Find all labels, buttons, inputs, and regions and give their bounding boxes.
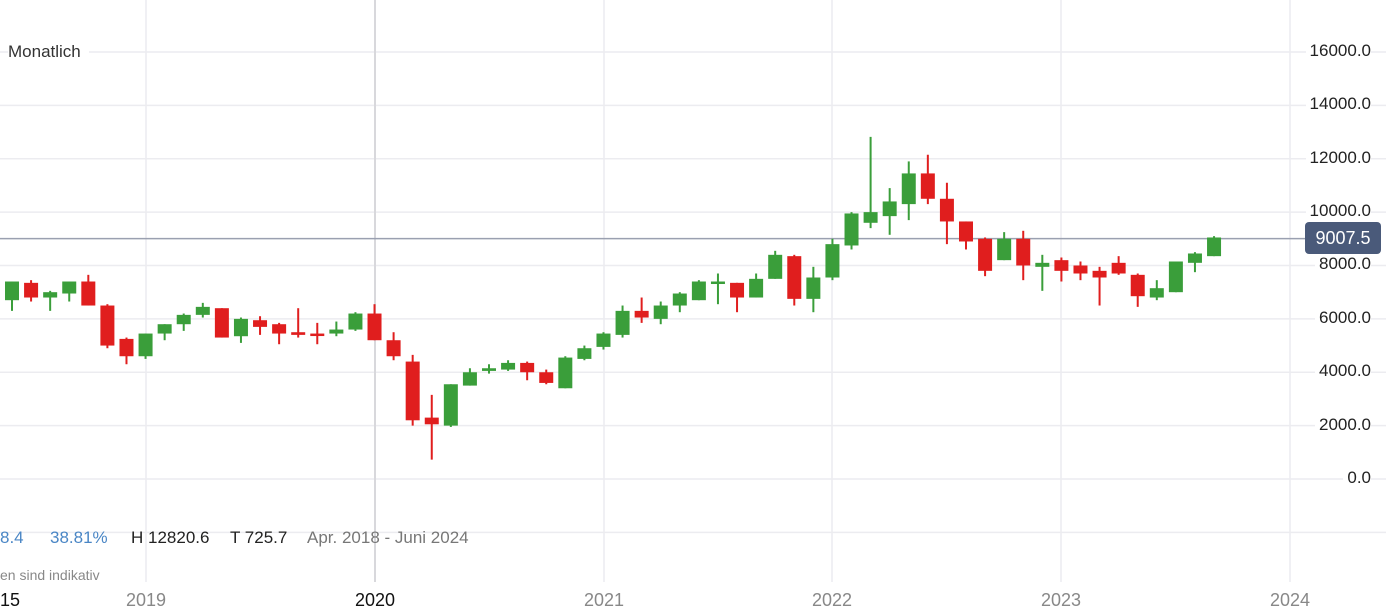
x-tick-label: 2020 bbox=[354, 590, 396, 610]
candle bbox=[978, 238, 993, 271]
candle bbox=[1168, 261, 1183, 293]
candle bbox=[329, 329, 344, 334]
candle bbox=[348, 313, 363, 330]
candle bbox=[310, 333, 325, 337]
candle bbox=[749, 278, 764, 298]
x-tick-label: 2024 bbox=[1269, 590, 1311, 610]
candle bbox=[787, 256, 802, 299]
candle bbox=[920, 173, 935, 199]
candle bbox=[367, 313, 382, 341]
candle bbox=[214, 308, 229, 338]
candle bbox=[901, 173, 916, 205]
candle bbox=[119, 338, 134, 357]
candle bbox=[62, 281, 77, 294]
candle bbox=[1054, 260, 1069, 271]
candle bbox=[768, 254, 783, 279]
y-tick-label: 14000.0 bbox=[1305, 94, 1371, 115]
candle bbox=[24, 282, 39, 298]
candle bbox=[386, 340, 401, 357]
x-tick-label: 2023 bbox=[1040, 590, 1082, 610]
candle bbox=[1111, 262, 1126, 274]
candle bbox=[939, 198, 954, 222]
candle bbox=[577, 348, 592, 359]
candle bbox=[806, 277, 821, 299]
candle bbox=[691, 281, 706, 301]
change-percent: 38.81% bbox=[50, 528, 108, 547]
candle bbox=[997, 238, 1012, 261]
date-range: Apr. 2018 - Juni 2024 bbox=[307, 528, 469, 547]
candle bbox=[253, 320, 268, 327]
high-value: H 12820.6 bbox=[131, 528, 210, 547]
y-tick-label: 2000.0 bbox=[1315, 414, 1371, 435]
candle bbox=[653, 305, 668, 319]
y-tick-label: 6000.0 bbox=[1315, 307, 1371, 328]
candle bbox=[1207, 237, 1222, 257]
grid-lines bbox=[0, 0, 1386, 582]
y-tick-label: 0.0 bbox=[1343, 468, 1371, 488]
candle bbox=[558, 357, 573, 389]
candle bbox=[233, 318, 248, 337]
candle bbox=[5, 281, 19, 301]
candle bbox=[959, 221, 973, 242]
candle bbox=[539, 372, 554, 383]
change-absolute: 8.4 bbox=[0, 528, 24, 547]
x-tick-label: 15 bbox=[0, 590, 21, 610]
candle bbox=[520, 362, 535, 373]
candle bbox=[100, 305, 115, 346]
candle bbox=[596, 333, 611, 347]
candle bbox=[863, 212, 878, 223]
x-tick-label: 2019 bbox=[125, 590, 167, 610]
low-value: T 725.7 bbox=[230, 528, 288, 547]
y-tick-label: 12000.0 bbox=[1305, 147, 1371, 168]
candle bbox=[882, 201, 897, 217]
candles bbox=[5, 136, 1222, 460]
candle bbox=[634, 310, 649, 318]
x-tick-label: 2021 bbox=[583, 590, 625, 610]
candle bbox=[157, 324, 172, 334]
candle bbox=[501, 362, 516, 370]
y-tick-label: 4000.0 bbox=[1315, 361, 1371, 382]
interval-label[interactable]: Monatlich bbox=[8, 42, 89, 62]
disclaimer-text: en sind indikativ bbox=[0, 567, 100, 583]
candle bbox=[730, 282, 745, 298]
candle bbox=[1130, 274, 1145, 297]
candle bbox=[482, 368, 496, 371]
candle bbox=[1149, 288, 1164, 298]
candle bbox=[291, 332, 306, 335]
y-tick-label: 16000.0 bbox=[1305, 40, 1371, 61]
candle bbox=[1092, 270, 1107, 278]
x-tick-label: 2022 bbox=[811, 590, 853, 610]
candle bbox=[195, 306, 210, 315]
y-tick-label: 10000.0 bbox=[1305, 201, 1371, 222]
candle bbox=[176, 314, 191, 325]
candle bbox=[443, 384, 458, 426]
candle bbox=[43, 292, 58, 298]
candle bbox=[1016, 238, 1031, 266]
candle bbox=[1187, 253, 1202, 263]
candle bbox=[81, 281, 96, 306]
candle bbox=[825, 244, 840, 278]
candle bbox=[462, 372, 477, 386]
y-tick-label: 8000.0 bbox=[1315, 254, 1371, 275]
candle bbox=[710, 281, 725, 285]
candle bbox=[1073, 265, 1088, 274]
current-price-tag: 9007.5 bbox=[1305, 222, 1381, 254]
candle bbox=[405, 361, 420, 421]
candle bbox=[424, 417, 439, 425]
candle bbox=[844, 213, 859, 246]
candle bbox=[672, 293, 687, 306]
candle bbox=[272, 324, 287, 334]
candle bbox=[615, 310, 630, 335]
candle bbox=[1035, 262, 1050, 267]
candle bbox=[138, 333, 153, 357]
